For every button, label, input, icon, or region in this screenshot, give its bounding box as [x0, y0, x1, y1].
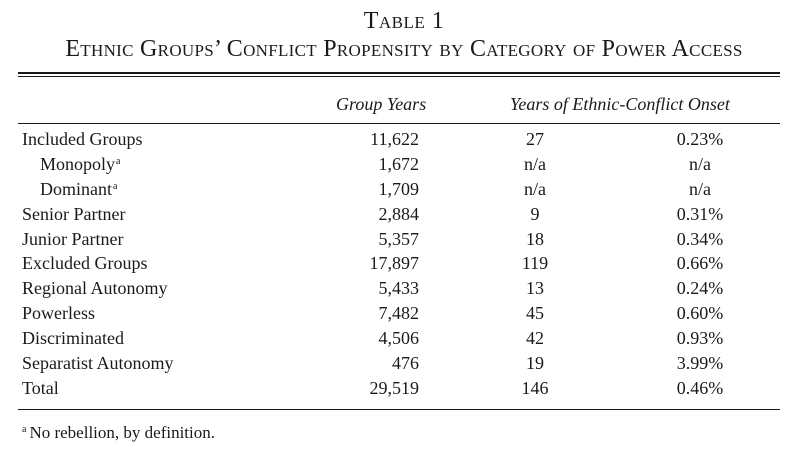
table-row: Dominanta 1,709 n/a n/a [0, 177, 808, 202]
table-row: Junior Partner 5,357 18 0.34% [0, 227, 808, 252]
row-label-text: Powerless [22, 303, 95, 324]
cell-onset-years: 13 [526, 278, 544, 299]
footnote-marker: a [116, 155, 121, 167]
table-row: Monopolya 1,672 n/a n/a [0, 152, 808, 177]
cell-onset-years: 45 [526, 303, 544, 324]
cell-onset-percent: 0.31% [676, 203, 724, 224]
cell-onset-years: 18 [526, 228, 544, 249]
row-label-text: Separatist Autonomy [22, 353, 174, 374]
table-row: Total 29,519 146 0.46% [0, 376, 808, 401]
cell-group-years: 5,433 [378, 278, 420, 299]
cell-group-years: 7,482 [378, 303, 420, 324]
row-label: Dominanta [40, 179, 117, 200]
cell-onset-percent: n/a [689, 178, 711, 199]
footnote-text: No rebellion, by definition. [29, 423, 216, 442]
cell-onset-percent: n/a [689, 153, 711, 174]
table-label: Table 1 [363, 8, 445, 34]
cell-onset-percent: 0.23% [676, 129, 724, 149]
cell-onset-percent: 0.24% [676, 278, 724, 299]
cell-onset-years: n/a [524, 153, 546, 174]
cell-onset-percent: 0.93% [676, 328, 724, 349]
cell-group-years: 1,709 [378, 178, 420, 199]
table-row: Excluded Groups 17,897 119 0.66% [0, 251, 808, 276]
cell-group-years: 17,897 [369, 253, 420, 274]
row-label-text: Senior Partner [22, 203, 126, 224]
cell-onset-percent: 0.34% [676, 228, 724, 249]
row-label-text: Monopoly [40, 153, 116, 174]
footnote-mark: a [22, 424, 27, 435]
table-row: Included Groups 11,622 27 0.23% [0, 127, 808, 152]
top-rule-thin [18, 76, 780, 77]
cell-onset-percent: 3.99% [676, 353, 724, 374]
row-label-text: Dominant [40, 178, 112, 199]
row-label: Discriminated [22, 328, 124, 349]
row-label: Excluded Groups [22, 253, 147, 274]
cell-group-years: 11,622 [370, 129, 419, 149]
cell-onset-years: 9 [530, 203, 540, 224]
row-label: Included Groups [22, 129, 142, 150]
table-footnote: a No rebellion, by definition. [22, 423, 215, 443]
row-label-text: Excluded Groups [22, 253, 148, 274]
cell-group-years: 4,506 [378, 328, 420, 349]
row-label-text: Regional Autonomy [22, 278, 168, 299]
cell-group-years: 476 [392, 353, 419, 374]
row-label-text: Total [22, 377, 59, 398]
table-body: Included Groups 11,622 27 0.23% Monopolya 1,6… [0, 127, 808, 401]
top-rule-thick [18, 72, 780, 74]
cell-onset-years: 27 [526, 129, 544, 149]
table-row: Senior Partner 2,884 9 0.31% [0, 202, 808, 227]
row-label: Powerless [22, 303, 95, 324]
table-row: Regional Autonomy 5,433 13 0.24% [0, 276, 808, 301]
footnote-marker: a [113, 180, 118, 192]
row-label-text: Junior Partner [22, 228, 124, 249]
row-label: Regional Autonomy [22, 278, 168, 299]
cell-group-years: 2,884 [378, 203, 420, 224]
row-label: Separatist Autonomy [22, 353, 174, 374]
cell-onset-years: 119 [521, 253, 549, 274]
table-title: Ethnic Groups’ Conflict Propensity by Ca… [65, 36, 743, 62]
cell-onset-percent: 0.60% [676, 303, 724, 324]
cell-onset-percent: 0.46% [676, 377, 724, 398]
cell-group-years: 29,519 [369, 377, 420, 398]
bottom-rule [18, 409, 780, 410]
table-row: Powerless 7,482 45 0.60% [0, 301, 808, 326]
table-row: Separatist Autonomy 476 19 3.99% [0, 351, 808, 376]
row-label: Senior Partner [22, 204, 125, 225]
row-label-text: Included Groups [22, 129, 143, 149]
row-label: Total [22, 378, 59, 399]
row-label-text: Discriminated [22, 328, 124, 349]
column-header-group-years: Group Years [336, 94, 427, 114]
table-row: Discriminated 4,506 42 0.93% [0, 326, 808, 351]
cell-onset-years: 146 [521, 377, 549, 398]
header-rule [18, 123, 780, 124]
row-label: Junior Partner [22, 229, 123, 250]
cell-group-years: 1,672 [378, 153, 420, 174]
row-label: Monopolya [40, 154, 120, 175]
cell-onset-years: n/a [524, 178, 546, 199]
cell-group-years: 5,357 [378, 228, 420, 249]
column-header-conflict-onset: Years of Ethnic-Conflict Onset [510, 94, 730, 114]
cell-onset-years: 19 [526, 353, 544, 374]
cell-onset-percent: 0.66% [676, 253, 724, 274]
cell-onset-years: 42 [526, 328, 544, 349]
